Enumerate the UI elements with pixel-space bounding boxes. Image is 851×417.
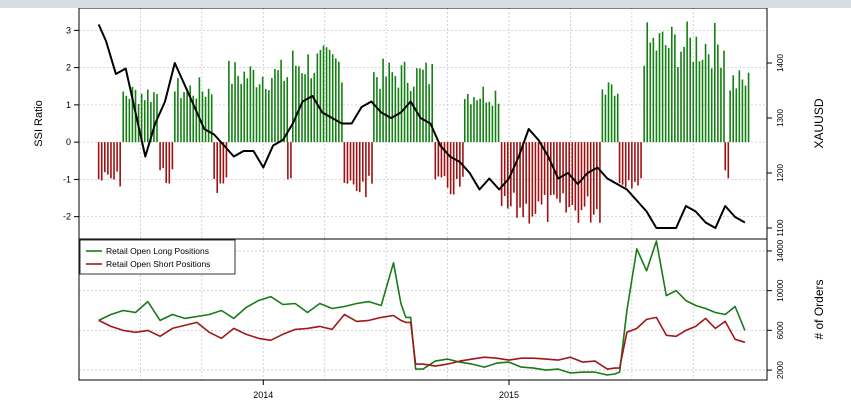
orders-tick-label: 10000: [776, 279, 785, 302]
left-tick-label: 3: [66, 25, 71, 35]
orders-tick-label: 6000: [776, 321, 785, 339]
left-tick-label: -1: [63, 174, 71, 184]
right-tick-label: 1100: [776, 219, 785, 237]
right-tick-label: 1300: [776, 109, 785, 127]
retail-short-line: [98, 313, 746, 370]
legend-entry: Retail Open Short Positions: [106, 259, 210, 269]
left-tick-label: -2: [63, 212, 71, 222]
x-tick-label: 2014: [253, 390, 273, 400]
orders-tick-label: 2000: [776, 361, 785, 379]
orders-tick-label: 14000: [776, 239, 785, 262]
xauusd-line: [97, 24, 746, 229]
x-tick-label: 2015: [499, 390, 519, 400]
window-top-bar: [0, 0, 851, 8]
xauusd-label: XAUUSD: [812, 98, 826, 148]
left-tick-label: 0: [66, 137, 71, 147]
right-tick-label: 1200: [776, 164, 785, 182]
legend-entry: Retail Open Long Positions: [106, 246, 209, 256]
left-tick-label: 2: [66, 63, 71, 73]
orders-label: # of Orders: [812, 279, 826, 339]
right-tick-label: 1400: [776, 54, 785, 72]
xauusd-line-group: [97, 24, 746, 229]
ssi-bars: [97, 21, 750, 224]
axes: -2 -1 0 1 2 3 1100 1200 1300 1400 2000 6000 10000 140…: [33, 25, 826, 400]
orders-lines: [98, 240, 746, 376]
bottom-panel-frame: [78, 238, 768, 381]
legend-box: [79, 239, 236, 275]
ssi-ratio-label: SSI Ratio: [33, 100, 45, 146]
legend: Retail Open Long Positions Retail Open Sh…: [79, 239, 236, 275]
left-tick-label: 1: [66, 100, 71, 110]
